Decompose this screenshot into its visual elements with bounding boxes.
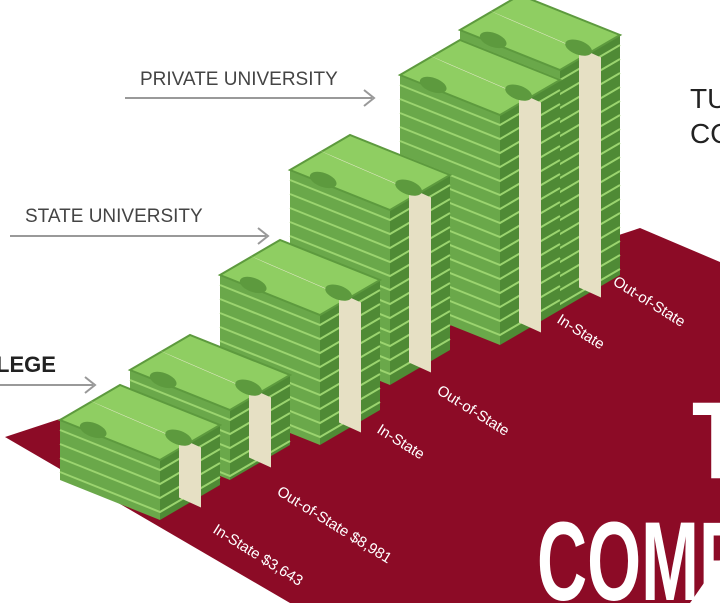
band-side bbox=[339, 292, 361, 433]
bill-mark bbox=[309, 171, 337, 189]
band-side bbox=[579, 47, 601, 298]
bill-mark bbox=[565, 39, 592, 56]
bill-edge bbox=[289, 179, 451, 222]
heading-line: CO bbox=[690, 118, 720, 149]
private-label: PRIVATE UNIVERSITY bbox=[140, 69, 338, 90]
state-label: STATE UNIVERSITY bbox=[25, 206, 203, 227]
bill-mark bbox=[479, 31, 507, 49]
bill-edge bbox=[399, 84, 561, 127]
bill-mark bbox=[419, 76, 447, 94]
band-side bbox=[519, 92, 541, 333]
college-label: LEGE bbox=[0, 352, 56, 377]
bill-mark bbox=[325, 284, 352, 301]
bill-mark bbox=[149, 371, 177, 389]
bill-mark bbox=[505, 84, 532, 101]
bill-mark bbox=[239, 276, 267, 294]
title-line: T bbox=[692, 378, 720, 501]
bill-edge bbox=[219, 284, 381, 327]
stack-side bbox=[60, 420, 160, 520]
bill-mark bbox=[165, 429, 192, 446]
arrowhead bbox=[363, 89, 376, 107]
bill-edge bbox=[129, 379, 291, 422]
arrowhead bbox=[84, 376, 97, 394]
band-side bbox=[179, 437, 201, 508]
money-stacks bbox=[57, 0, 623, 520]
band-side bbox=[249, 387, 271, 468]
arrowhead bbox=[257, 227, 270, 245]
band-side bbox=[409, 187, 431, 373]
bill-mark bbox=[395, 179, 422, 196]
bill-edge bbox=[59, 429, 221, 472]
title-line: COMPA bbox=[537, 499, 720, 603]
heading-line: TU bbox=[690, 83, 720, 114]
bill-mark bbox=[79, 421, 107, 439]
bill-mark bbox=[235, 379, 262, 396]
